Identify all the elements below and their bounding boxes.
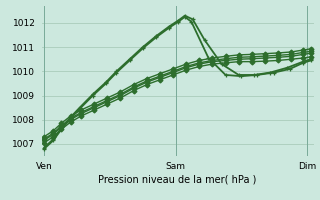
X-axis label: Pression niveau de la mer( hPa ): Pression niveau de la mer( hPa ): [99, 174, 257, 184]
